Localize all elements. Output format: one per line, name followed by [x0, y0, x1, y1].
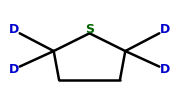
Text: D: D — [9, 63, 20, 76]
Text: D: D — [9, 23, 20, 37]
Text: S: S — [85, 23, 94, 37]
Text: D: D — [159, 63, 170, 76]
Text: D: D — [159, 23, 170, 37]
